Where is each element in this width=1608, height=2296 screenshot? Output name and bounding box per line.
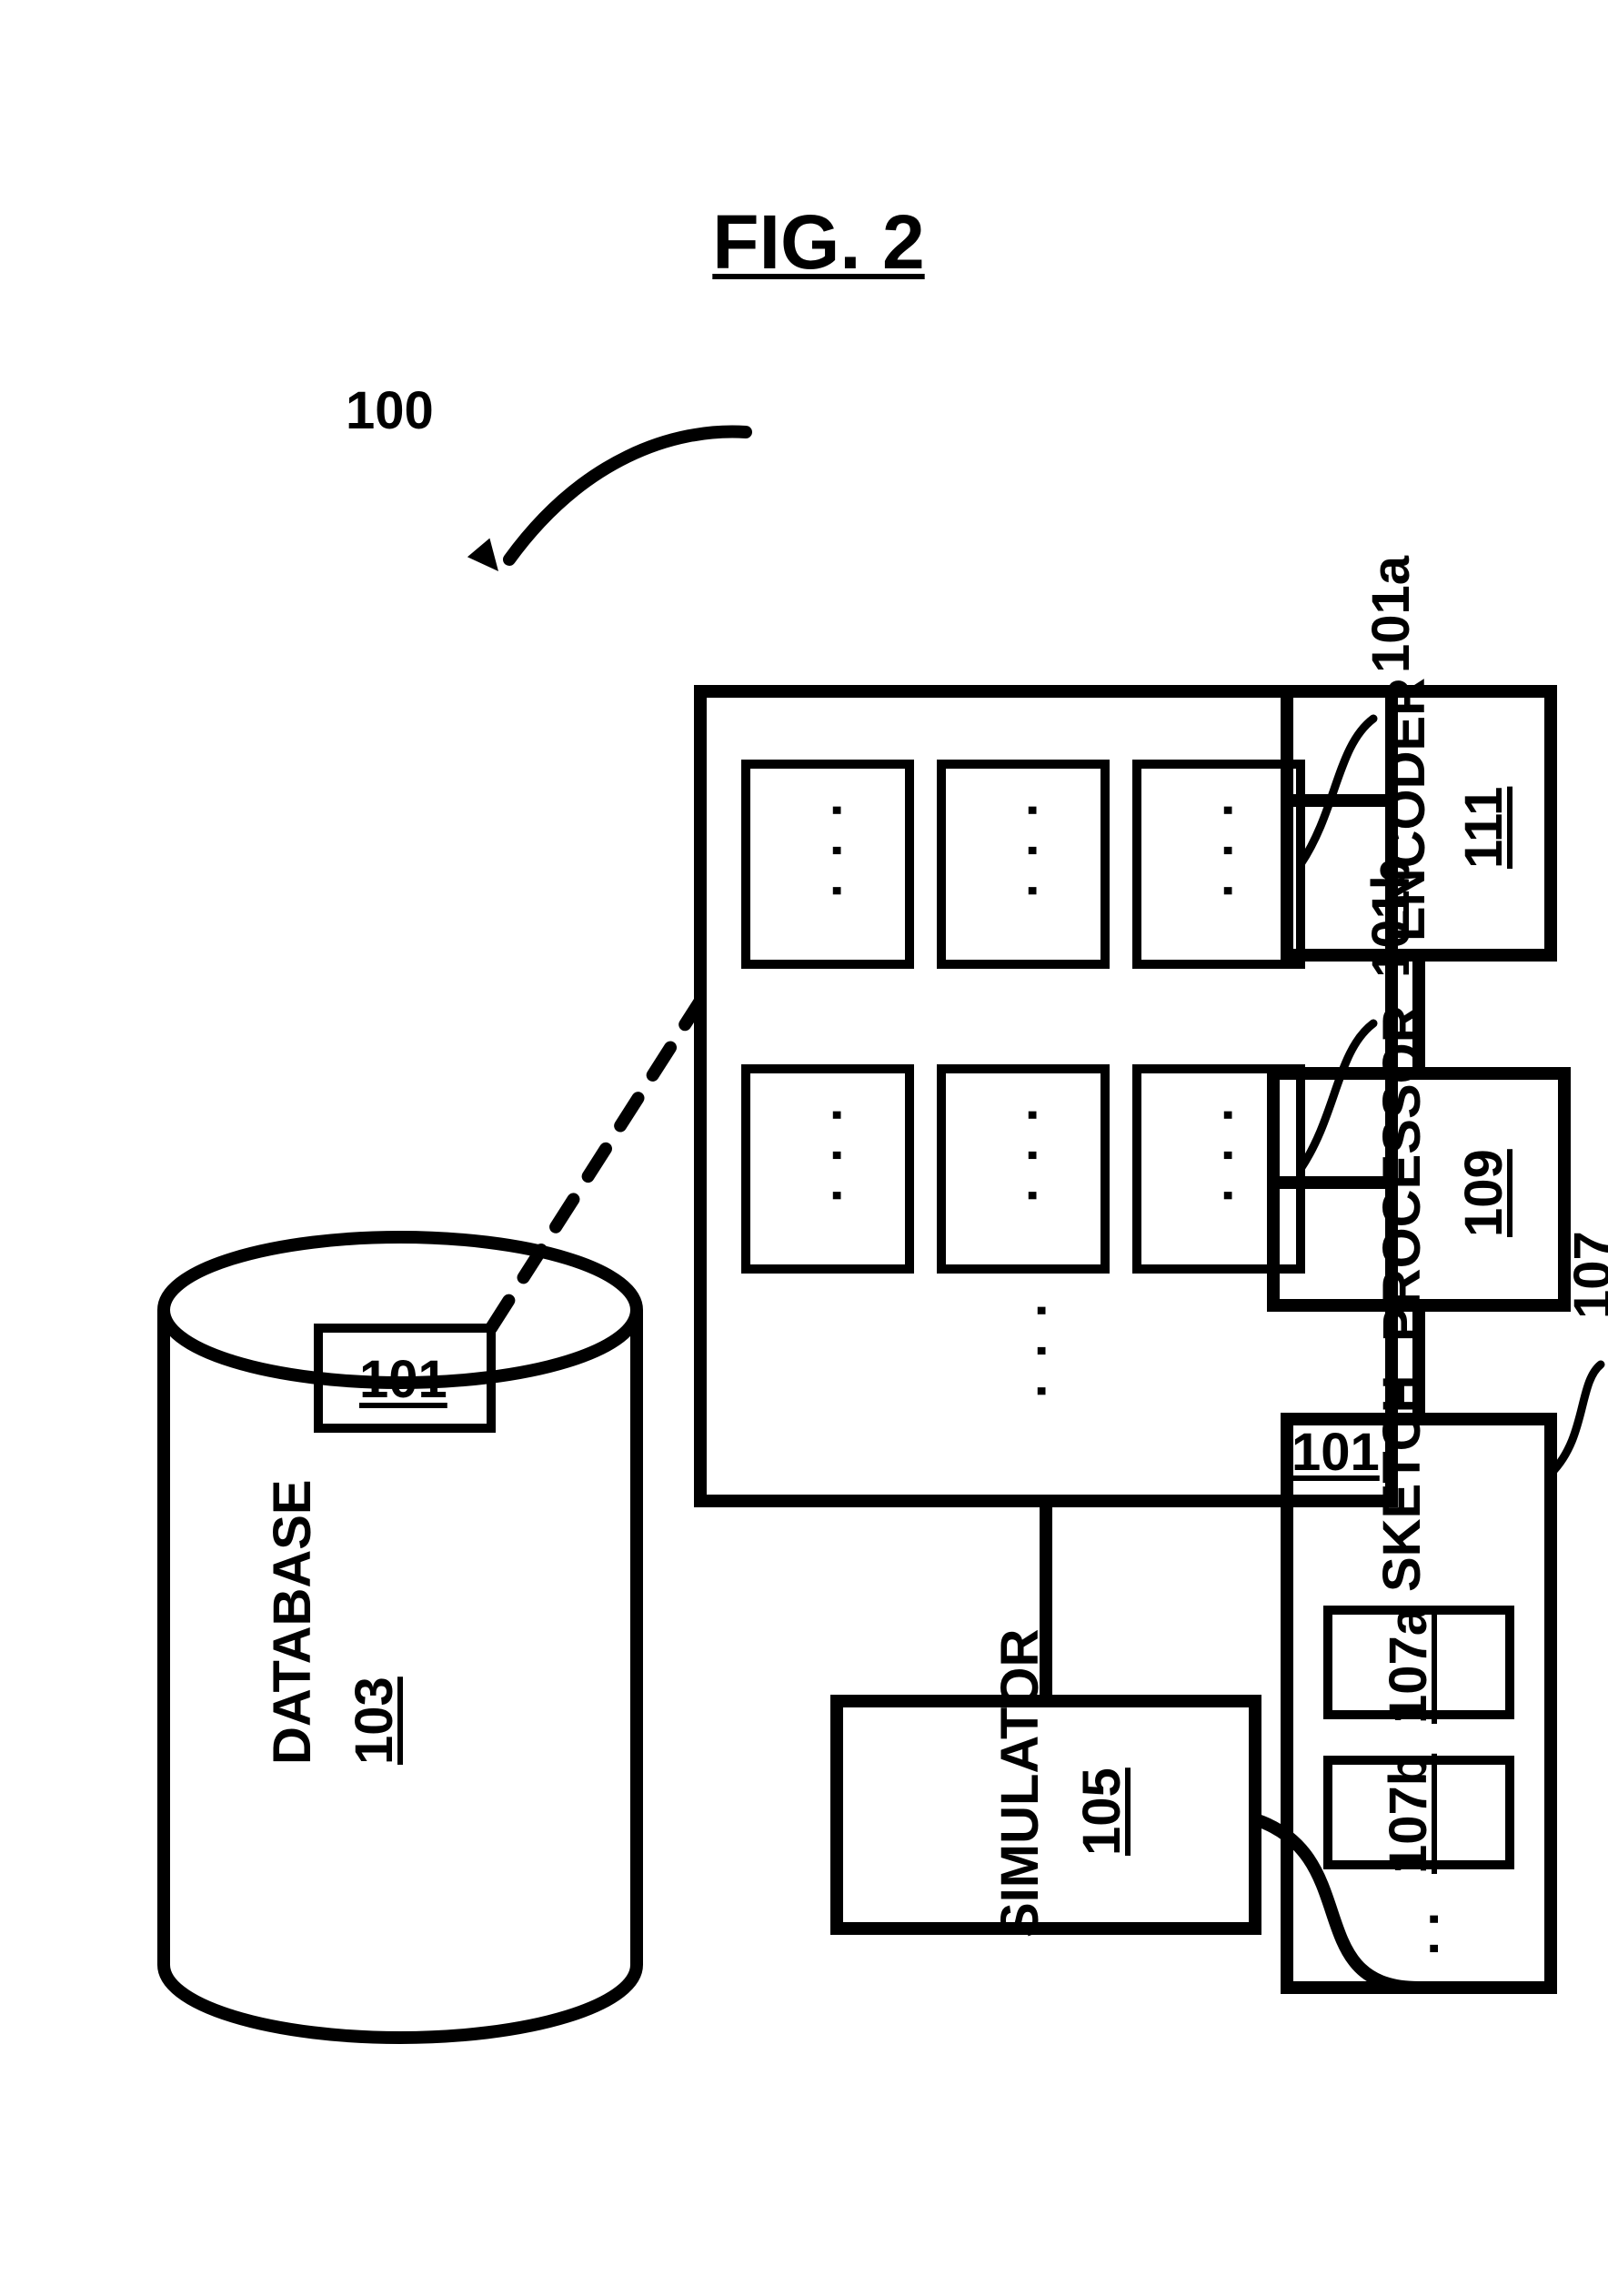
cell-a2-dots: . . . xyxy=(990,798,1048,899)
processor-ref: 109 xyxy=(1455,1149,1513,1237)
processor-label: PROCESSOR xyxy=(1373,1004,1432,1342)
simulator-ref: 105 xyxy=(1073,1767,1131,1856)
sketch-callout-ref: 107 xyxy=(1564,1231,1608,1319)
sketch-label: SKETCH xyxy=(1373,1375,1432,1592)
database-inner-ref: 101 xyxy=(359,1351,447,1409)
cell-b3-dots: . . . xyxy=(1185,1103,1243,1203)
row-a-callout: 101a xyxy=(1362,556,1421,673)
cell-b1-dots: . . . xyxy=(794,1103,852,1203)
system-ref-label: 100 xyxy=(346,382,434,440)
rows-ellipsis: . . . xyxy=(999,1298,1057,1399)
sketch-item-a-ref: 107a xyxy=(1380,1606,1438,1724)
sketch-item-b-ref: 107b xyxy=(1380,1754,1438,1874)
encoder-ref: 111 xyxy=(1455,787,1513,869)
sketch-ellipsis: . . xyxy=(1392,1912,1450,1956)
cell-a1-dots: . . . xyxy=(794,798,852,899)
cell-a3-dots: . . . xyxy=(1185,798,1243,899)
cell-b2-dots: . . . xyxy=(990,1103,1048,1203)
database-label: DATABASE xyxy=(264,1479,322,1765)
encoder-label: ENCODER xyxy=(1378,678,1436,942)
figure-title: FIG. 2 xyxy=(691,200,946,284)
simulator-label: SIMULATOR xyxy=(991,1629,1050,1938)
database-ref: 103 xyxy=(346,1677,404,1765)
main-block-ref: 101 xyxy=(1291,1424,1380,1482)
